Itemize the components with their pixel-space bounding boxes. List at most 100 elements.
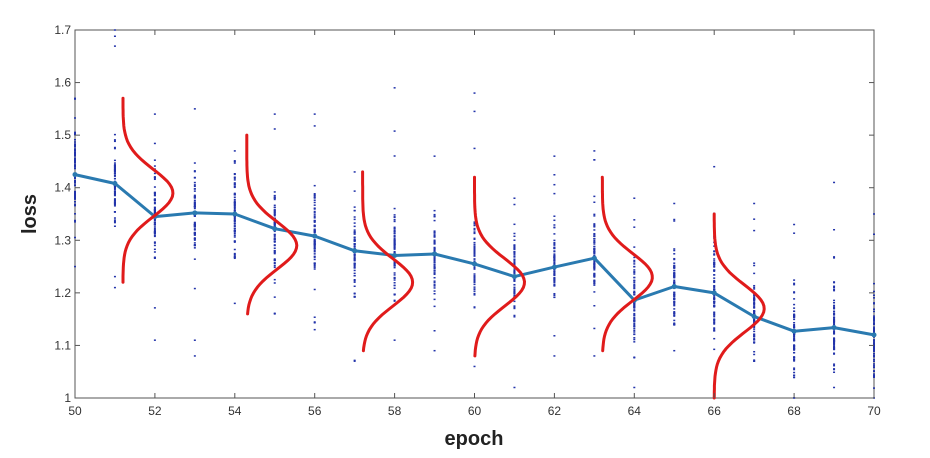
sample-point bbox=[673, 258, 676, 261]
sample-point bbox=[793, 344, 796, 347]
sample-point bbox=[393, 293, 396, 296]
sample-point bbox=[713, 319, 716, 322]
sample-point bbox=[513, 248, 516, 250]
sample-point bbox=[273, 252, 276, 255]
sample-point bbox=[193, 228, 196, 230]
sample-point bbox=[633, 256, 636, 259]
sample-point bbox=[233, 173, 236, 175]
sample-point bbox=[633, 309, 636, 311]
sample-point bbox=[473, 250, 476, 253]
sample-point bbox=[113, 170, 116, 172]
sample-point bbox=[553, 239, 556, 242]
sample-point bbox=[553, 355, 556, 357]
sample-point bbox=[793, 316, 796, 318]
sample-point bbox=[753, 339, 756, 341]
sample-point bbox=[193, 108, 196, 110]
sample-point bbox=[713, 263, 716, 266]
sample-point bbox=[633, 290, 636, 293]
sample-point bbox=[273, 223, 276, 226]
sample-point bbox=[633, 265, 636, 268]
sample-point bbox=[833, 340, 836, 343]
sample-point bbox=[193, 202, 196, 205]
sample-point bbox=[193, 242, 196, 244]
sample-point bbox=[593, 233, 596, 236]
sample-point bbox=[713, 260, 716, 262]
sample-point bbox=[593, 276, 596, 278]
sample-point bbox=[873, 370, 875, 372]
distribution-curve bbox=[245, 133, 299, 316]
sample-point bbox=[553, 280, 556, 283]
sample-column bbox=[673, 202, 676, 352]
sample-point bbox=[353, 222, 356, 224]
sample-point bbox=[593, 250, 596, 253]
sample-point bbox=[713, 296, 716, 299]
sample-point bbox=[473, 231, 476, 233]
sample-point bbox=[273, 206, 276, 209]
sample-point bbox=[393, 239, 396, 242]
sample-point bbox=[113, 191, 116, 194]
sample-point bbox=[593, 327, 596, 330]
sample-point bbox=[153, 194, 156, 197]
sample-point bbox=[153, 199, 156, 201]
sample-point bbox=[273, 278, 276, 281]
sample-point bbox=[273, 296, 276, 298]
sample-point bbox=[313, 288, 316, 291]
mean-loss-point bbox=[831, 325, 837, 331]
sample-point bbox=[433, 273, 436, 276]
y-tick-label: 1.2 bbox=[54, 286, 71, 300]
sample-point bbox=[153, 206, 156, 209]
sample-point bbox=[193, 181, 196, 184]
sample-point bbox=[673, 253, 676, 255]
sample-point bbox=[153, 234, 156, 236]
sample-point bbox=[233, 225, 236, 227]
sample-point bbox=[353, 218, 356, 221]
sample-point bbox=[353, 272, 356, 275]
sample-point bbox=[593, 239, 596, 242]
sample-point bbox=[793, 338, 796, 340]
sample-point bbox=[753, 288, 756, 290]
sample-point bbox=[633, 356, 636, 358]
sample-point bbox=[313, 230, 316, 233]
sample-point bbox=[393, 232, 396, 235]
sample-point bbox=[233, 216, 236, 219]
sample-point bbox=[593, 269, 596, 271]
sample-point bbox=[753, 299, 756, 302]
x-tick-label: 68 bbox=[787, 404, 801, 418]
sample-point bbox=[353, 265, 356, 268]
sample-point bbox=[673, 302, 676, 305]
sample-point bbox=[473, 290, 476, 292]
sample-point bbox=[273, 262, 276, 265]
sample-point bbox=[593, 243, 596, 245]
sample-point bbox=[873, 341, 875, 343]
sample-point bbox=[193, 195, 196, 197]
sample-point bbox=[633, 285, 636, 287]
sample-point bbox=[553, 255, 556, 258]
sample-point bbox=[793, 307, 796, 309]
sample-point bbox=[113, 169, 116, 171]
sample-point bbox=[193, 247, 196, 249]
sample-point bbox=[513, 286, 516, 289]
sample-point bbox=[673, 249, 676, 252]
sample-point bbox=[113, 286, 116, 289]
sample-point bbox=[553, 272, 556, 274]
x-tick-label: 62 bbox=[548, 404, 562, 418]
sample-point bbox=[74, 138, 76, 141]
sample-point bbox=[833, 322, 836, 324]
sample-point bbox=[153, 198, 156, 200]
sample-point bbox=[74, 131, 76, 134]
sample-point bbox=[473, 249, 476, 251]
sample-point bbox=[713, 327, 716, 329]
sample-point bbox=[873, 366, 875, 369]
sample-point bbox=[753, 218, 756, 220]
mean-loss-point bbox=[232, 211, 238, 217]
distribution-curve bbox=[712, 212, 766, 400]
sample-point bbox=[873, 302, 875, 304]
sample-point bbox=[193, 229, 196, 231]
sample-point bbox=[633, 259, 636, 262]
sample-point bbox=[273, 244, 276, 247]
sample-point bbox=[593, 226, 596, 228]
sample-point bbox=[753, 305, 756, 307]
sample-point bbox=[233, 248, 236, 251]
sample-point bbox=[873, 354, 875, 357]
